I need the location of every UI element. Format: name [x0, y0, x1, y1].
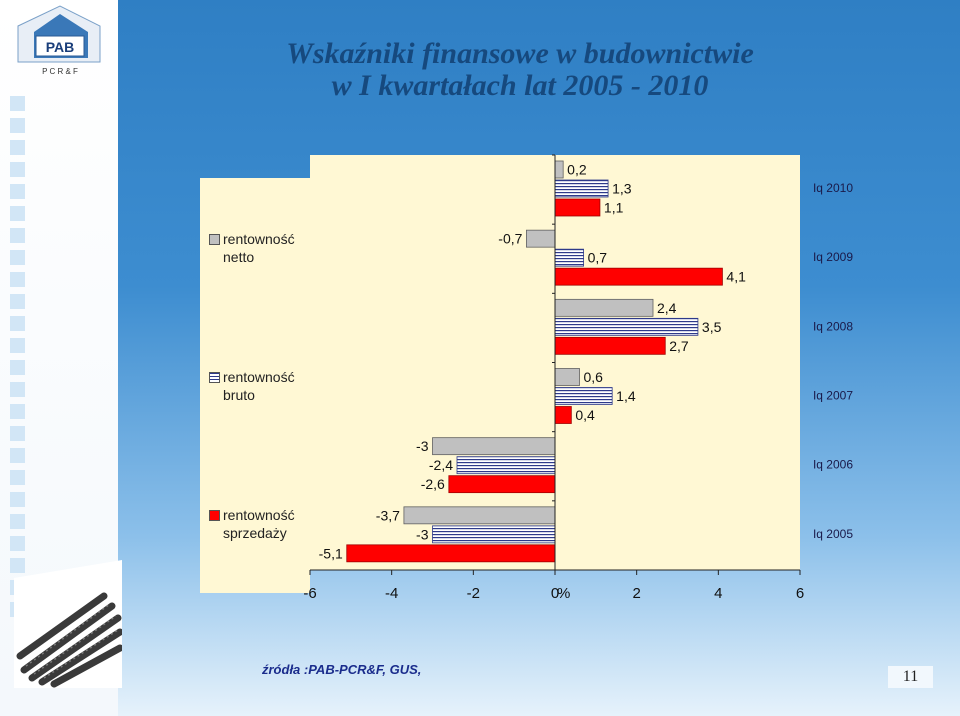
source-note: źródła :PAB-PCR&F, GUS,	[262, 662, 422, 677]
category-label: Iq 2010	[813, 181, 853, 195]
decorative-square	[10, 514, 25, 529]
category-label: Iq 2007	[813, 389, 853, 403]
data-label: -2,6	[421, 476, 445, 492]
decorative-square	[10, 118, 25, 133]
bar-iq-2010-series-1	[554, 179, 609, 198]
data-label: 2,7	[669, 338, 689, 354]
x-unit-label: %	[557, 585, 570, 602]
bar-iq-2007-series-0	[554, 368, 580, 386]
decorative-square	[10, 272, 25, 287]
decorative-square	[10, 162, 25, 177]
data-label: 2,4	[657, 300, 677, 316]
bar-iq-2006-series-1	[456, 456, 556, 475]
title-line-2: w I kwartałach lat 2005 - 2010	[331, 69, 709, 102]
decorative-square	[10, 250, 25, 265]
category-label: Iq 2005	[813, 527, 853, 541]
x-tick-label: 6	[796, 585, 804, 602]
data-label: 0,6	[584, 369, 604, 385]
data-label: 0,7	[588, 250, 608, 266]
chart-legend: rentowność netto rentowność bruto rentow…	[200, 178, 310, 593]
slide-title: Wskaźniki finansowe w budownictwie w I k…	[150, 38, 890, 102]
page-number: 11	[888, 666, 933, 688]
x-tick-label: -2	[467, 585, 480, 602]
bar-iq-2008-series-1	[554, 317, 699, 336]
bar-iq-2006-series-0	[432, 437, 556, 456]
category-label: Iq 2008	[813, 319, 853, 333]
data-label: 1,1	[604, 200, 624, 216]
decorative-square	[10, 426, 25, 441]
bar-iq-2008-series-2	[554, 336, 666, 355]
data-label: 1,3	[612, 181, 632, 197]
x-tick-label: -6	[303, 585, 316, 602]
bar-iq-2009-series-0	[526, 229, 556, 248]
decorative-square	[10, 492, 25, 507]
x-tick-label: 4	[714, 585, 722, 602]
bar-iq-2009-series-2	[554, 267, 723, 286]
bar-iq-2005-series-0	[403, 506, 556, 525]
data-label: -5,1	[319, 545, 343, 561]
legend-swatch-netto	[209, 234, 220, 245]
category-label: Iq 2006	[813, 458, 853, 472]
data-label: -3,7	[376, 507, 400, 523]
x-tick-label: 2	[632, 585, 640, 602]
data-label: -2,4	[429, 457, 453, 473]
data-label: -3	[416, 438, 429, 454]
legend-swatch-bruto	[209, 372, 220, 383]
title-line-1: Wskaźniki finansowe w budownictwie	[286, 37, 754, 70]
decorative-square	[10, 228, 25, 243]
decorative-square	[10, 338, 25, 353]
decorative-square	[10, 140, 25, 155]
decorative-square	[10, 316, 25, 331]
data-label: 0,4	[575, 407, 595, 423]
decorative-square	[10, 360, 25, 375]
bar-iq-2006-series-2	[448, 475, 556, 494]
bar-iq-2008-series-0	[554, 298, 654, 317]
decorative-square	[10, 536, 25, 551]
data-label: 4,1	[726, 269, 746, 285]
decorative-square	[10, 470, 25, 485]
legend-label-netto: rentowność netto	[223, 231, 295, 265]
bar-iq-2007-series-2	[554, 406, 572, 424]
data-label: -3	[416, 526, 429, 542]
bar-iq-2007-series-1	[554, 387, 613, 405]
decorative-square	[10, 184, 25, 199]
decorative-square	[10, 382, 25, 397]
bar-iq-2005-series-2	[346, 544, 556, 563]
legend-swatch-sprzedazy	[209, 510, 220, 521]
decorative-square	[10, 96, 25, 111]
legend-label-sprzedazy: rentowność sprzedaży	[223, 507, 295, 541]
decorative-square	[10, 448, 25, 463]
data-label: -0,7	[498, 231, 522, 247]
company-logo: PAB P C R & F	[8, 2, 103, 84]
logo-subtext: P C R & F	[42, 67, 78, 76]
bar-iq-2010-series-2	[554, 198, 601, 217]
decorative-squares	[10, 96, 30, 624]
data-label: 0,2	[567, 162, 587, 178]
bar-iq-2005-series-1	[432, 525, 556, 544]
data-label: 1,4	[616, 388, 636, 404]
legend-label-bruto: rentowność bruto	[223, 369, 295, 403]
decorative-square	[10, 404, 25, 419]
decorative-square	[10, 206, 25, 221]
logo-text: PAB	[46, 39, 75, 55]
decorative-square	[10, 294, 25, 309]
category-label: Iq 2009	[813, 250, 853, 264]
bar-iq-2010-series-0	[554, 160, 564, 179]
data-label: 3,5	[702, 319, 722, 335]
decorative-square	[10, 558, 25, 573]
x-tick-label: 0	[551, 585, 559, 602]
bar-iq-2009-series-1	[554, 248, 584, 267]
rebar-photo	[14, 560, 124, 688]
x-tick-label: -4	[385, 585, 398, 602]
